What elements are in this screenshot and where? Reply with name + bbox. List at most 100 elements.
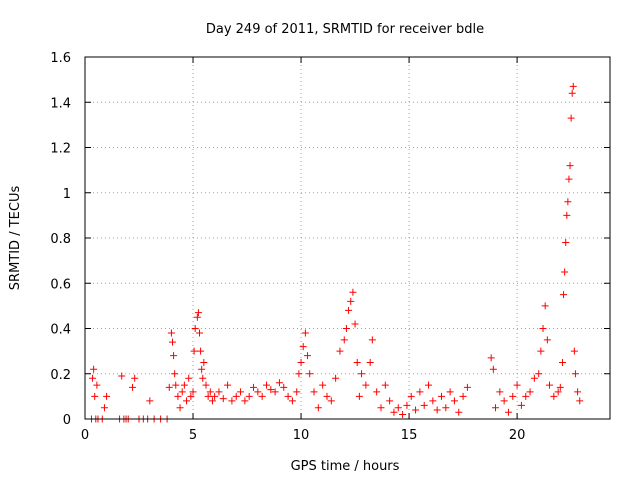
data-point — [180, 381, 188, 389]
data-point — [206, 388, 214, 396]
data-point — [560, 291, 568, 299]
data-point — [429, 397, 437, 405]
data-point — [500, 397, 508, 405]
x-tick-label: 0 — [81, 428, 89, 443]
data-point — [131, 374, 139, 382]
data-point — [262, 381, 270, 389]
plot-frame — [84, 56, 611, 420]
data-point — [561, 268, 569, 276]
data-point — [271, 388, 279, 396]
data-points — [87, 82, 584, 423]
data-point — [323, 392, 331, 400]
data-point — [558, 358, 566, 366]
data-point — [446, 388, 454, 396]
y-tick-label: 0.8 — [50, 232, 71, 247]
data-point — [103, 392, 111, 400]
data-point — [362, 381, 370, 389]
y-tick-label: 1 — [63, 187, 71, 202]
data-point — [171, 370, 179, 378]
data-point — [288, 397, 296, 405]
data-point — [208, 397, 216, 405]
data-point — [224, 381, 232, 389]
data-point — [275, 379, 283, 387]
data-point — [189, 388, 197, 396]
data-point — [336, 347, 344, 355]
data-point — [202, 381, 210, 389]
data-point — [198, 365, 206, 373]
data-point — [566, 162, 574, 170]
x-tick-label: 20 — [509, 428, 526, 443]
data-point — [546, 381, 554, 389]
data-point — [509, 392, 517, 400]
data-point — [513, 381, 521, 389]
data-point — [250, 383, 258, 391]
data-point — [349, 288, 357, 296]
data-point — [526, 388, 534, 396]
data-point — [399, 410, 407, 418]
data-point — [91, 392, 99, 400]
data-point — [433, 406, 441, 414]
data-point — [416, 388, 424, 396]
data-point — [200, 358, 208, 366]
axis-ticks: 0 5 10 15 20 0 0.2 0.4 0.6 0.8 1 1.2 1.4 1.6 — [50, 51, 610, 443]
data-point — [170, 352, 178, 360]
data-point — [504, 408, 512, 416]
data-point — [537, 347, 545, 355]
data-point — [353, 358, 361, 366]
data-point — [459, 392, 467, 400]
x-tick-label: 15 — [401, 428, 418, 443]
data-point — [304, 352, 312, 360]
data-point — [204, 392, 212, 400]
data-point — [284, 392, 292, 400]
grid — [85, 57, 610, 419]
y-tick-label: 0.4 — [50, 323, 71, 338]
data-point — [539, 325, 547, 332]
data-point — [254, 388, 262, 396]
data-point — [183, 397, 191, 405]
data-point — [463, 383, 471, 391]
data-point — [403, 401, 411, 409]
data-point — [167, 329, 175, 337]
data-point — [190, 347, 198, 355]
y-tick-label: 1.6 — [50, 51, 71, 66]
data-point — [355, 392, 363, 400]
data-point — [569, 82, 577, 90]
data-point — [530, 374, 538, 382]
y-axis-label: SRMTID / TECUs — [8, 186, 23, 291]
data-point — [100, 404, 108, 412]
data-point — [442, 404, 450, 412]
data-point — [196, 329, 204, 337]
data-point — [368, 336, 376, 344]
data-point — [563, 211, 571, 219]
data-point — [576, 397, 584, 405]
data-point — [535, 370, 543, 378]
data-point — [146, 397, 154, 405]
data-point — [93, 381, 101, 389]
data-point — [118, 372, 126, 380]
data-point — [314, 404, 322, 412]
x-tick-label: 5 — [189, 428, 197, 443]
data-point — [390, 408, 398, 416]
data-point — [381, 381, 389, 389]
y-tick-label: 0 — [63, 413, 71, 428]
data-point — [564, 198, 572, 206]
data-point — [232, 392, 240, 400]
data-point — [245, 392, 253, 400]
data-point — [297, 358, 305, 366]
data-point — [522, 392, 530, 400]
data-point — [178, 388, 186, 396]
data-point — [176, 404, 184, 412]
data-point — [366, 358, 374, 366]
data-point — [425, 381, 433, 389]
data-point — [172, 381, 180, 389]
data-point — [211, 392, 219, 400]
data-point — [373, 388, 381, 396]
data-point — [280, 383, 288, 391]
data-point — [412, 406, 420, 414]
data-point — [407, 392, 415, 400]
x-tick-label: 10 — [293, 428, 310, 443]
data-point — [319, 381, 327, 389]
data-point — [258, 392, 266, 400]
data-point — [295, 370, 303, 378]
